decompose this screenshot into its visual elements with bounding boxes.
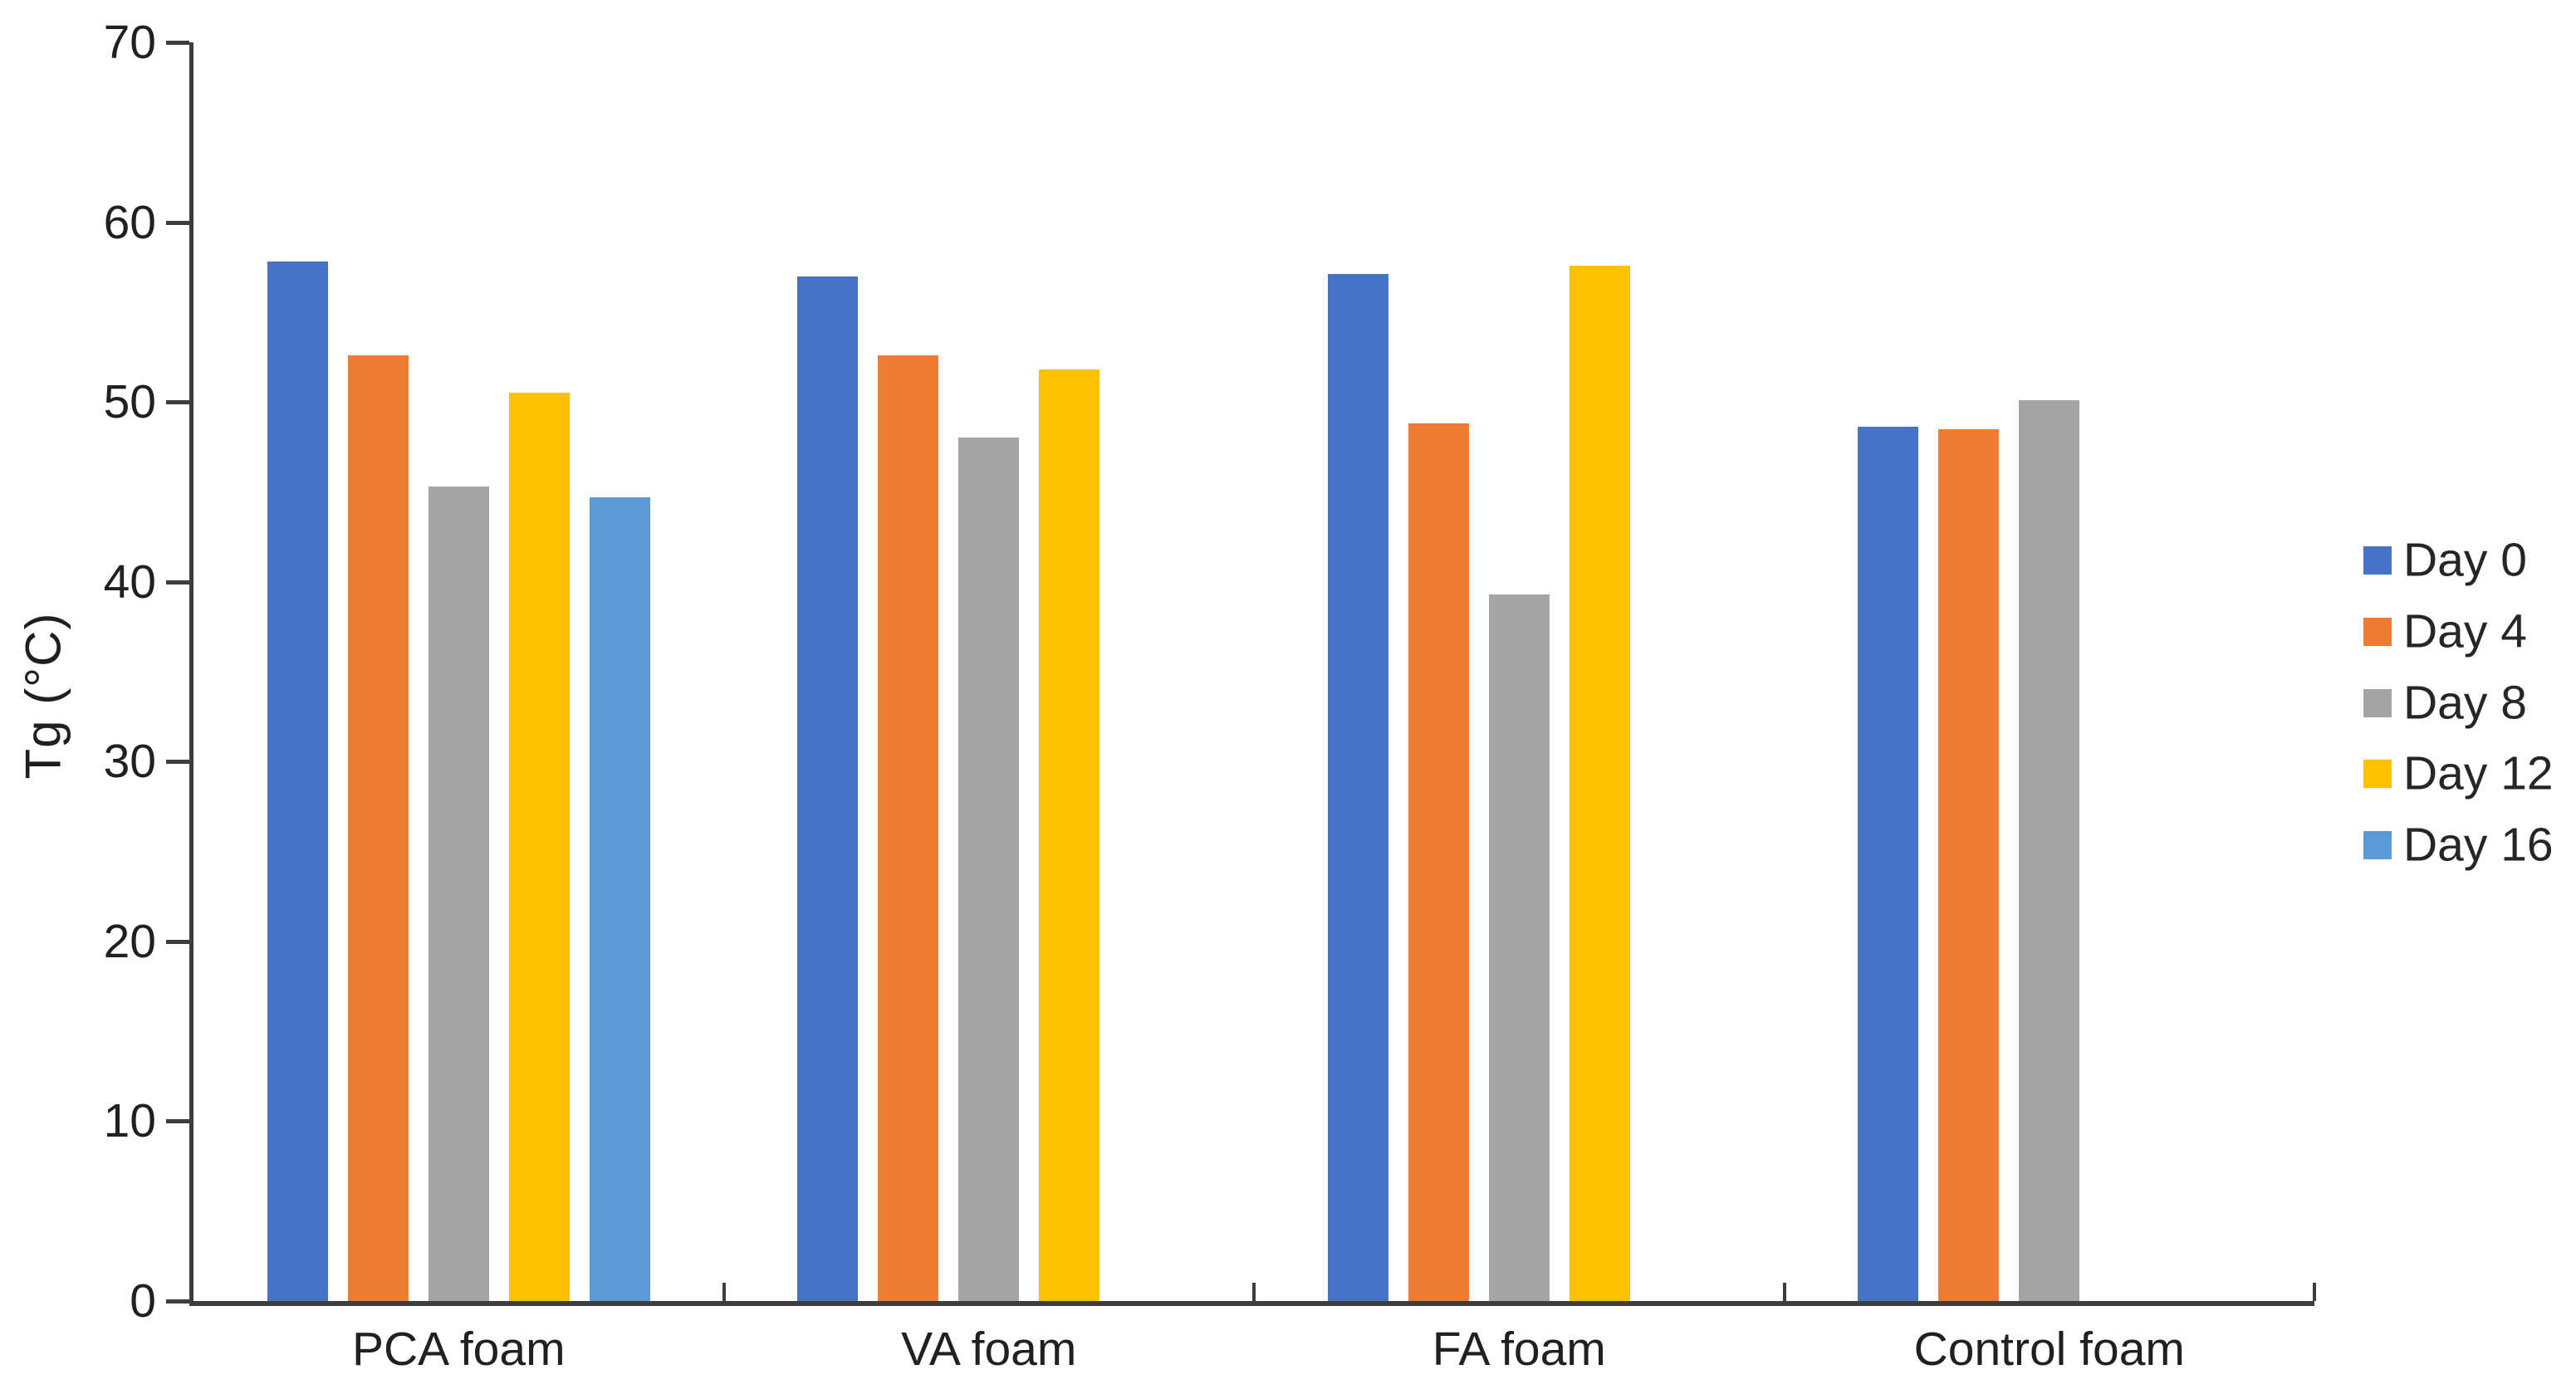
bar-pca-foam-day-0 [267,262,328,1301]
y-axis-tick [166,400,189,405]
bar-control-foam-day-4 [1938,428,2000,1301]
legend-label: Day 16 [2403,818,2554,872]
legend-label: Day 8 [2403,676,2527,729]
x-category-label: FA foam [1432,1323,1606,1376]
x-category-label: VA foam [901,1323,1077,1376]
y-axis-line [189,42,193,1306]
bar-pca-foam-day-12 [508,393,570,1301]
x-category-label: Control foam [1913,1323,2185,1376]
y-axis-tick [166,760,189,765]
category-boundary-tick [1252,1283,1256,1301]
bar-va-foam-day-0 [797,276,859,1301]
legend-color-swatch [2363,760,2392,789]
category-boundary-tick [722,1283,726,1301]
y-tick-label: 30 [103,735,156,789]
legend-item-day-12: Day 12 [2363,750,2571,797]
legend-label: Day 0 [2403,533,2527,587]
legend-item-day-0: Day 0 [2363,536,2571,584]
y-tick-label: 50 [103,375,156,429]
bar-fa-foam-day-0 [1327,274,1388,1301]
bar-pca-foam-day-8 [428,486,489,1301]
bar-va-foam-day-8 [958,438,1020,1301]
bar-fa-foam-day-12 [1569,265,1630,1301]
category-boundary-tick [1782,1283,1786,1301]
bar-control-foam-day-8 [2019,399,2080,1301]
bar-pca-foam-day-4 [347,355,409,1301]
bar-control-foam-day-0 [1858,427,1919,1301]
y-tick-label: 70 [103,16,156,69]
y-axis-tick [166,41,189,45]
x-axis-line [189,1301,2314,1306]
y-axis-tick [166,220,189,225]
x-category-label: PCA foam [351,1323,566,1376]
y-axis-tick [166,1119,189,1124]
legend-color-swatch [2363,617,2392,646]
legend-color-swatch [2363,688,2392,717]
legend-item-day-8: Day 8 [2363,679,2571,726]
y-axis-tick [166,580,189,585]
bar-fa-foam-day-4 [1408,423,1469,1301]
legend-label: Day 4 [2403,604,2527,658]
y-tick-label: 60 [103,195,156,249]
category-boundary-tick [2313,1283,2316,1301]
y-axis-tick [166,939,189,944]
legend-color-swatch [2363,831,2392,859]
y-axis-tick [166,1299,189,1304]
y-tick-label: 20 [103,914,156,968]
y-tick-label: 40 [103,555,156,609]
bar-va-foam-day-12 [1039,369,1100,1301]
y-tick-label: 0 [130,1274,156,1328]
bar-va-foam-day-4 [878,355,939,1301]
legend-color-swatch [2363,546,2392,575]
y-tick-label: 10 [103,1094,156,1148]
legend-item-day-16: Day 16 [2363,821,2571,868]
legend-item-day-4: Day 4 [2363,608,2571,655]
bar-pca-foam-day-16 [589,496,650,1301]
bar-fa-foam-day-8 [1488,594,1550,1301]
legend-label: Day 12 [2403,746,2554,800]
